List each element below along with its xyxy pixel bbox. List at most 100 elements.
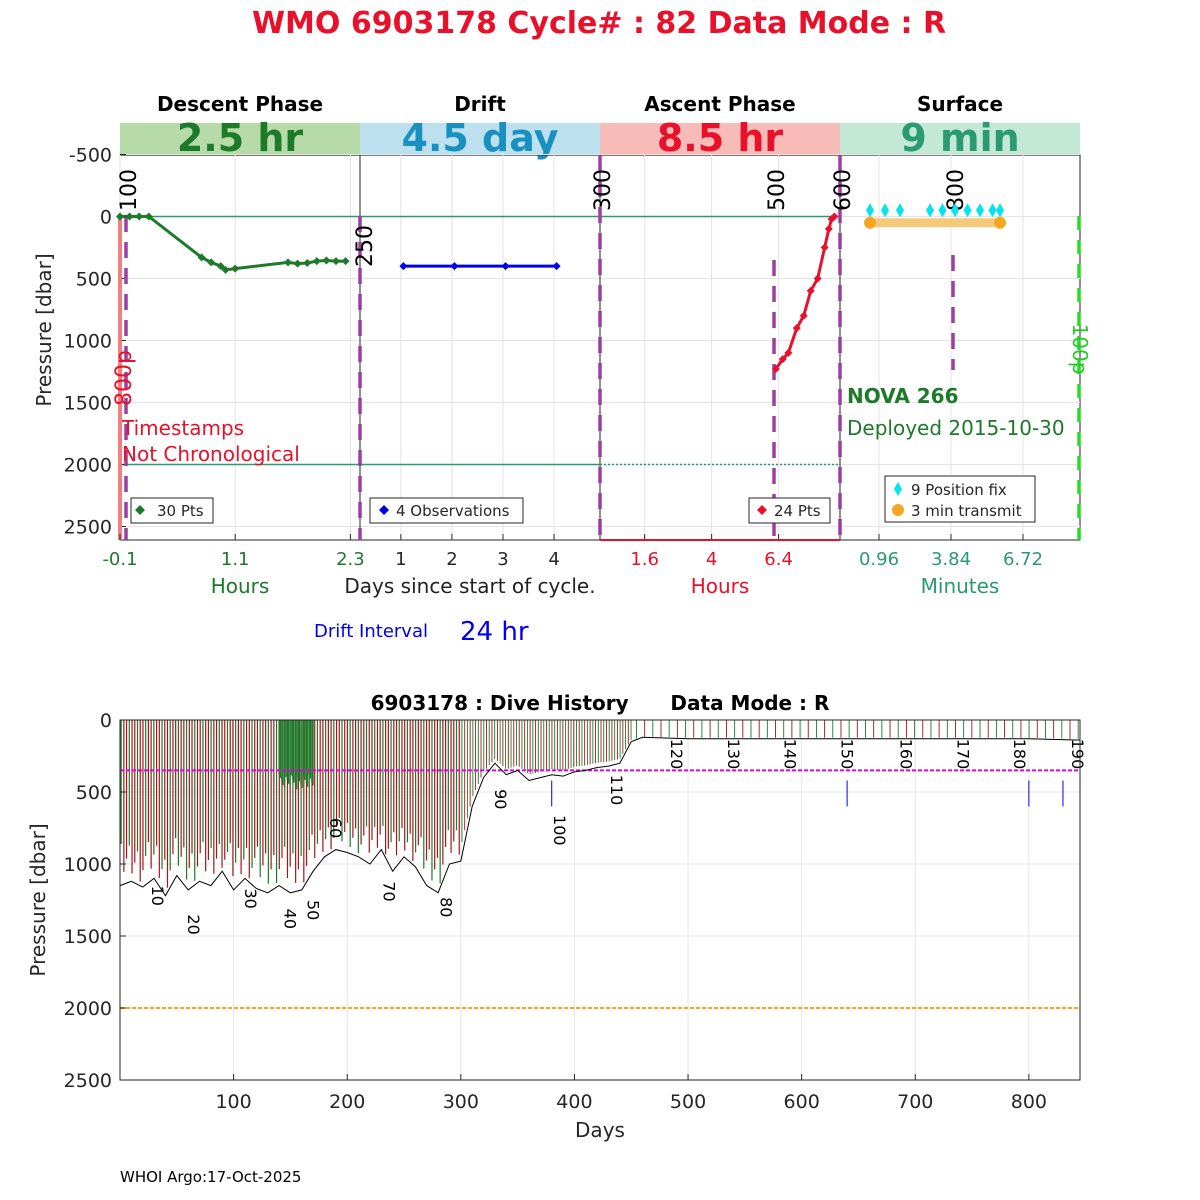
bottom-xtick-label-1: 200: [329, 1091, 365, 1113]
top-y-ticks: -500 0 500 1000 1500 2000 2500: [64, 145, 126, 539]
position-fix-8: [988, 203, 997, 218]
phase-name-3: Surface: [917, 92, 1003, 116]
bottom-xtick-label-2: 300: [443, 1091, 479, 1113]
ascent-point-0: [771, 365, 780, 374]
reference-lines: [120, 769, 1080, 1009]
phase-duration-0: 2.5 hr: [177, 116, 304, 160]
phase-band-3: [840, 123, 1080, 156]
legend-drift: 4 Observations: [369, 497, 524, 524]
descent-point-15: [341, 257, 350, 266]
drift-point-3: [552, 262, 561, 271]
bottom-y-axis-label: Pressure [dbar]: [26, 823, 50, 976]
cycle-label-16: 170: [953, 739, 972, 770]
phase-3-tick-label-2: 6.72: [1003, 549, 1043, 570]
phase-0-tick-label-0: -0.1: [102, 549, 137, 570]
cycle-label-12: 130: [724, 739, 743, 770]
legend-ascent: 24 Pts: [748, 497, 831, 524]
bottom-xtick-label-7: 800: [1011, 1091, 1047, 1113]
cycle-label-11: 120: [667, 739, 686, 770]
drift-point-2: [501, 262, 510, 271]
cycle-label-13: 140: [781, 739, 800, 770]
cycle-label-0: 10: [148, 886, 167, 906]
legend-drift-label: 4 Observations: [396, 502, 510, 520]
top-ytick-label-4: 1500: [64, 393, 112, 415]
cycle-label-15: 160: [896, 739, 915, 770]
cycle-label-2: 30: [241, 888, 260, 908]
bottom-y-ticks: 0 500 1000 1500 2000 2500: [64, 710, 126, 1092]
ascent-point-1: [778, 355, 787, 364]
descent-point-4: [197, 253, 206, 262]
descent-point-9: [284, 258, 292, 267]
ascent-line: [774, 215, 836, 370]
position-fix-1: [881, 203, 889, 218]
transmit-point-1: [994, 216, 1006, 229]
drift-point-1: [450, 262, 459, 271]
transmit-point-0: [864, 216, 876, 229]
phase-0-tick-label-2: 2.3: [336, 549, 365, 570]
top-ytick-label-6: 2500: [64, 517, 112, 539]
bottom-xtick-label-6: 700: [897, 1091, 933, 1113]
profile-line: [119, 736, 1081, 897]
bottom-xtick-label-0: 100: [215, 1091, 251, 1113]
phase-duration-3: 9 min: [900, 116, 1019, 160]
cycle-label-1: 20: [184, 914, 203, 934]
right-marker-label: 100p: [1068, 324, 1092, 375]
ascent-point-7: [820, 243, 829, 252]
bottom-ytick-label-3: 1500: [64, 926, 112, 948]
phase-name-0: Descent Phase: [157, 92, 323, 116]
phase-1-unit: Days since start of cycle.: [344, 574, 595, 598]
cycle-label-14: 150: [837, 739, 856, 770]
bottom-x-ticks: 100 200 300 400 500 600 700 800: [215, 1074, 1047, 1113]
cycle-label-10: 110: [607, 775, 626, 806]
cycle-label-9: 100: [550, 815, 569, 846]
position-fix-7: [976, 203, 984, 218]
phase-0-tick-label-1: 1.1: [221, 549, 250, 570]
bottom-ytick-label-1: 500: [76, 782, 112, 804]
deployed-date: Deployed 2015-10-30: [847, 416, 1065, 440]
chart-title: WMO 6903178 Cycle# : 82 Data Mode : R: [252, 6, 946, 41]
descent-point-8: [231, 264, 240, 273]
phase-0-unit: Hours: [211, 574, 270, 598]
phase-band-0: [120, 123, 360, 156]
footer-credit: WHOI Argo:17-Oct-2025: [120, 1168, 301, 1186]
legend-surface: 9 Position fix 3 min transmit: [884, 475, 1036, 523]
marker-label-4: 600: [831, 169, 856, 211]
descent-point-14: [332, 257, 340, 266]
marker-label-1: 250: [353, 225, 378, 267]
timestamps-warning-line2: Not Chronological: [122, 442, 300, 466]
cycle-label-3: 40: [281, 909, 300, 929]
phase-name-1: Drift: [454, 92, 506, 116]
bottom-xtick-label-3: 400: [556, 1091, 592, 1113]
descent-point-12: [312, 257, 321, 266]
bottom-x-axis-label: Days: [575, 1118, 625, 1142]
phase-3-tick-label-0: 0.96: [859, 549, 899, 570]
ascent-point-4: [799, 311, 808, 320]
marker-label-2: 300: [591, 169, 616, 211]
top-ytick-label-3: 1000: [64, 331, 112, 353]
phase-3-unit: Minutes: [921, 574, 1000, 598]
cycle-label-4: 50: [303, 900, 322, 920]
cycle-label-18: 190: [1068, 739, 1087, 770]
drift-interval-value: 24 hr: [460, 617, 529, 647]
bottom-ytick-label-4: 2000: [64, 998, 112, 1020]
ascent-point-2: [784, 348, 793, 357]
marker-label-0: 100: [117, 169, 142, 211]
phase-band-1: [360, 123, 600, 156]
bottom-ytick-label-5: 2500: [64, 1070, 112, 1092]
legend-transmit-label: 3 min transmit: [911, 502, 1022, 520]
position-fix-9: [996, 203, 1004, 218]
descent-point-1: [125, 212, 134, 221]
top-ytick-label-5: 2000: [64, 455, 112, 477]
ascent-point-6: [813, 274, 822, 283]
left-marker-label: 800p: [112, 350, 137, 406]
float-name: NOVA 266: [847, 384, 959, 408]
top-ytick-label-0: -500: [69, 145, 112, 167]
ascent-point-10: [830, 212, 839, 221]
dive-sticks: [120, 720, 1079, 888]
phase-1-tick-label-1: 2: [446, 549, 457, 570]
position-fix-4: [938, 203, 947, 218]
ascent-point-8: [824, 224, 833, 233]
descent-point-5: [207, 258, 216, 267]
